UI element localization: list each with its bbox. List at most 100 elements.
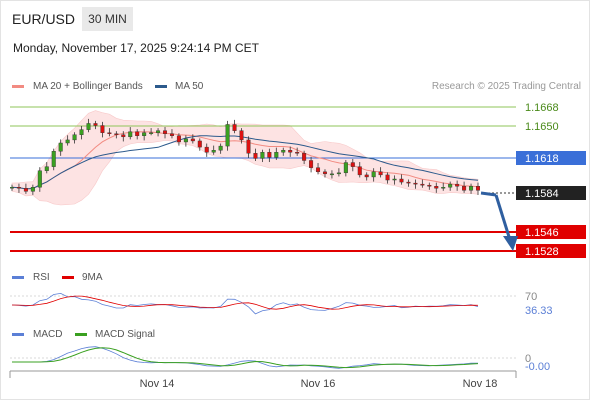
x-tick-label: Nov 16 (301, 378, 336, 390)
candle-body (79, 129, 84, 135)
candle-body (9, 187, 14, 189)
rsi-ma-legend-swatch (62, 276, 74, 279)
price-label-box-1.1528 (516, 244, 586, 258)
candle-body (288, 149, 293, 153)
macd-legend-label: MACD (33, 329, 63, 340)
candle-body (58, 142, 63, 152)
symbol-title: EUR/USD (12, 11, 76, 27)
candle-body (274, 152, 279, 158)
candle-body (239, 130, 244, 141)
macd-line (12, 346, 479, 369)
candle-body (16, 187, 21, 189)
candle-body (455, 183, 460, 187)
price-label-box-1.1584 (516, 186, 586, 200)
candle-body (399, 178, 404, 183)
chart-datetime: Monday, November 17, 2025 9:24:14 PM CET (13, 41, 259, 55)
candle-body (434, 185, 439, 189)
candle-body (149, 132, 154, 134)
timeframe-button[interactable]: 30 MIN (82, 7, 133, 31)
candle-body (392, 178, 397, 181)
candle-body (30, 187, 35, 192)
price-label-1.1668: 1.1668 (525, 102, 559, 114)
candle-body (163, 130, 168, 134)
candle-body (135, 131, 140, 137)
macd-value-label: -0.00 (525, 361, 550, 373)
candle-body (121, 134, 126, 138)
candle-body (441, 187, 446, 189)
candle-body (51, 151, 56, 167)
candle-body (448, 183, 453, 188)
price-label-1.1618: 1.1618 (525, 153, 559, 165)
candle-body (37, 170, 42, 188)
candle-body (462, 185, 467, 191)
rsi-70-label: 70 (525, 291, 537, 303)
candle-body (86, 123, 91, 130)
candle-body (295, 152, 300, 154)
x-tick-label: Nov 18 (463, 378, 498, 390)
candle-body (107, 132, 112, 134)
price-label-1.1584: 1.1584 (525, 188, 559, 200)
candle-body (378, 171, 383, 176)
candle-body (336, 172, 341, 175)
candle-body (420, 183, 425, 186)
candle-body (232, 124, 237, 131)
candle-body (176, 135, 181, 143)
price-label-1.1528: 1.1528 (525, 246, 559, 258)
candle-body (204, 146, 209, 153)
candle-body (23, 188, 28, 192)
ma50-line (11, 135, 479, 190)
candle-body (211, 149, 216, 153)
candle-body (100, 125, 105, 133)
rsi-legend-swatch (12, 276, 24, 279)
candle-body (469, 185, 474, 191)
candle-body (413, 182, 418, 185)
price-label-1.1546: 1.1546 (525, 227, 559, 239)
candle-body (142, 132, 147, 136)
ma20-legend-swatch (12, 85, 24, 88)
candle-body (281, 149, 286, 153)
candle-body (350, 162, 355, 167)
macd-signal-legend-label: MACD Signal (95, 329, 156, 340)
candle-body (44, 166, 49, 171)
ma20-legend-label: MA 20 + Bollinger Bands (33, 81, 143, 92)
candle-body (246, 139, 251, 154)
candle-body (93, 123, 98, 126)
projection-arrow-segment (480, 191, 497, 197)
candle-body (302, 153, 307, 161)
candle-body (427, 184, 432, 187)
price-label-1.1650: 1.1650 (525, 121, 559, 133)
ma50-legend-label: MA 50 (175, 81, 204, 92)
candle-body (309, 160, 314, 168)
candle-body (253, 153, 258, 159)
ma50-legend-swatch (155, 85, 167, 88)
candle-body (156, 130, 161, 133)
candle-body (183, 138, 188, 143)
candle-body (260, 152, 265, 159)
candle-body (128, 131, 133, 138)
candle-body (267, 152, 272, 158)
macd-signal-line (12, 347, 479, 369)
candle-body (114, 133, 119, 135)
projection-arrow-line (494, 194, 512, 241)
research-credit: Research © 2025 Trading Central (431, 81, 581, 92)
macd-zero-label: 0 (525, 353, 531, 365)
candle-body (65, 139, 70, 144)
candle-body (329, 173, 334, 176)
macd-legend-swatch (12, 333, 24, 336)
candle-body (225, 124, 230, 147)
candle-body (406, 181, 411, 184)
candle-body (364, 174, 369, 178)
candle-body (385, 174, 390, 181)
candle-body (169, 133, 174, 137)
candle-body (371, 171, 376, 178)
candle-body (218, 145, 223, 151)
projection-arrow-head (503, 236, 518, 251)
price-label-box-1.1546 (516, 225, 586, 239)
x-tick-label: Nov 14 (140, 378, 175, 390)
rsi-ma-legend-label: 9MA (82, 272, 103, 283)
rsi-legend-label: RSI (33, 272, 50, 283)
rsi-value-label: 36.33 (525, 305, 553, 317)
candle-body (343, 162, 348, 174)
candle-body (197, 140, 202, 148)
